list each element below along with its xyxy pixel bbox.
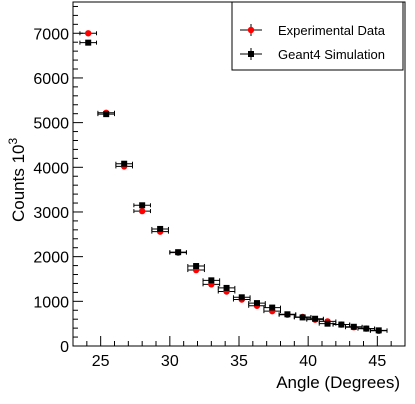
data-point — [223, 284, 230, 291]
data-point — [157, 225, 164, 232]
data-point — [363, 325, 370, 332]
y-tick-label: 6000 — [33, 71, 69, 88]
y-tick-label: 5000 — [33, 116, 69, 133]
data-point — [238, 294, 245, 301]
data-series — [79, 30, 388, 335]
x-tick-label: 25 — [92, 353, 110, 370]
data-point — [208, 277, 215, 284]
y-tick-label: 7000 — [33, 26, 69, 43]
legend-entry-experimental: Experimental Data — [240, 23, 386, 38]
x-tick-label: 35 — [230, 353, 248, 370]
data-point — [312, 315, 319, 322]
data-point — [193, 263, 200, 270]
legend-label-experimental: Experimental Data — [278, 23, 386, 38]
y-axis-title-exponent: 3 — [6, 138, 20, 145]
legend-label-simulation: Geant4 Simulation — [278, 47, 385, 62]
y-tick-label: 0 — [60, 339, 69, 356]
data-point — [103, 111, 110, 118]
data-point — [269, 304, 276, 311]
legend-marker-simulation — [248, 51, 254, 57]
data-point — [138, 207, 146, 215]
x-axis-title: Angle (Degrees) — [276, 373, 400, 392]
y-tick-label: 3000 — [33, 205, 69, 222]
data-point — [85, 30, 92, 37]
data-point — [253, 300, 260, 307]
data-point — [375, 327, 382, 334]
data-point — [350, 323, 357, 330]
x-tick-label: 45 — [368, 353, 386, 370]
y-axis-title-base: Counts 10 — [9, 145, 28, 223]
x-tick-label: 40 — [299, 353, 317, 370]
data-point — [324, 320, 331, 327]
y-tick-label: 2000 — [33, 250, 69, 267]
data-point — [175, 249, 182, 256]
data-point — [284, 311, 291, 318]
data-point — [299, 314, 306, 321]
data-point — [338, 321, 345, 328]
data-point — [139, 202, 146, 209]
legend-entry-simulation: Geant4 Simulation — [240, 47, 385, 62]
y-axis-title: Counts 103 — [6, 138, 28, 223]
data-point — [121, 160, 128, 167]
series-simulation — [79, 39, 388, 334]
data-point — [85, 39, 92, 46]
y-tick-label: 4000 — [33, 160, 69, 177]
y-axis-title-group: Counts 103 — [6, 138, 28, 223]
x-axis-ticks: 25 30 35 40 45 — [72, 336, 406, 370]
y-tick-label: 1000 — [33, 294, 69, 311]
legend-box — [231, 1, 404, 71]
legend: Experimental Data Geant4 Simulation — [231, 1, 404, 71]
x-tick-label: 30 — [161, 353, 179, 370]
y-axis-ticks: 0 1000 2000 3000 4000 5000 6000 7000 — [33, 5, 83, 356]
legend-marker-experimental — [247, 26, 255, 34]
